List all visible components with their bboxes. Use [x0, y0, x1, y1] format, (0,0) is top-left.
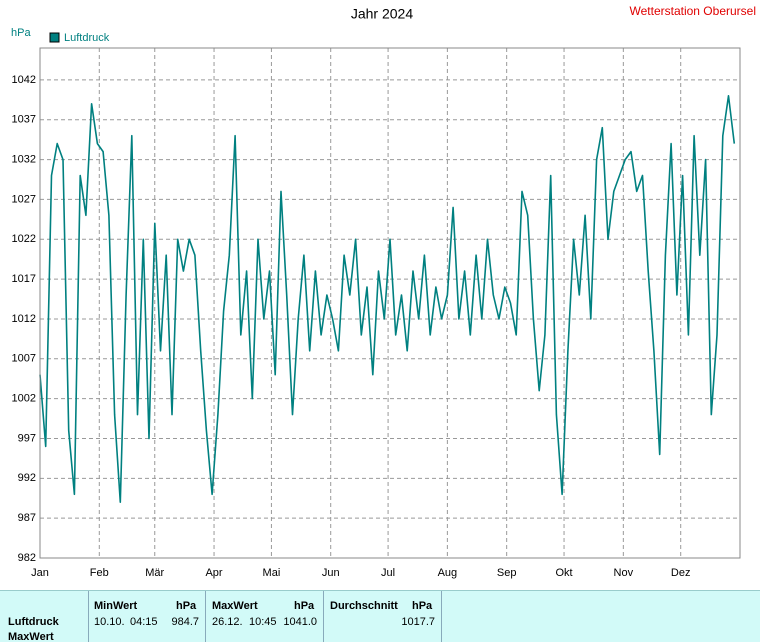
- col-header: Durchschnitt: [330, 600, 398, 612]
- cell-value: 1041.0: [283, 616, 317, 628]
- cell-date: 26.12.: [212, 616, 243, 628]
- y-tick-label: 992: [18, 472, 36, 484]
- x-tick-label: Jun: [322, 567, 340, 579]
- plot-border: [39, 47, 741, 559]
- cell-date: 10.10.: [94, 616, 125, 628]
- station-name: Wetterstation Oberursel: [630, 4, 757, 18]
- legend-swatch: [49, 32, 60, 43]
- x-tick-label: Feb: [90, 567, 109, 579]
- x-tick-label: Jan: [31, 567, 49, 579]
- y-tick-label: 1037: [12, 114, 36, 126]
- cell-time: 04:15: [130, 616, 158, 628]
- x-tick-label: Aug: [438, 567, 458, 579]
- row-label: MaxWert: [8, 631, 54, 643]
- y-axis-label: hPa: [11, 27, 31, 39]
- cell-value: 984.7: [171, 616, 199, 628]
- y-tick-label: 1027: [12, 193, 36, 205]
- separator: [205, 591, 206, 642]
- y-tick-label: 1007: [12, 353, 36, 365]
- y-tick-label: 1017: [12, 273, 36, 285]
- y-tick-label: 1002: [12, 393, 36, 405]
- x-tick-label: Jul: [381, 567, 395, 579]
- separator: [323, 591, 324, 642]
- col-unit: hPa: [412, 600, 433, 612]
- x-tick-label: Apr: [205, 567, 222, 579]
- cell-value: 1017.7: [401, 616, 435, 628]
- separator: [441, 591, 442, 642]
- col-unit: hPa: [176, 600, 197, 612]
- data-line: [39, 95, 736, 503]
- x-tick-label: Mai: [263, 567, 281, 579]
- col-header: MaxWert: [212, 600, 258, 612]
- chart: Jahr 2024 Wetterstation Oberursel hPa Lu…: [11, 4, 757, 579]
- y-tick-label: 987: [18, 512, 36, 524]
- x-tick-label: Sep: [497, 567, 517, 579]
- x-tick-label: Mär: [145, 567, 164, 579]
- y-tick-label: 1022: [12, 233, 36, 245]
- x-tick-label: Dez: [671, 567, 691, 579]
- col-unit: hPa: [294, 600, 315, 612]
- y-tick-label: 1032: [12, 153, 36, 165]
- separator: [88, 591, 89, 642]
- y-tick-label: 1012: [12, 313, 36, 325]
- row-label: Luftdruck: [8, 616, 59, 628]
- y-tick-label: 997: [18, 432, 36, 444]
- cell-time: 10:45: [249, 616, 277, 628]
- y-tick-label: 1042: [12, 74, 36, 86]
- chart-title: Jahr 2024: [351, 6, 413, 22]
- col-header: MinWert: [94, 600, 138, 612]
- x-tick-label: Nov: [614, 567, 634, 579]
- y-tick-label: 982: [18, 552, 36, 564]
- stats-table: Luftdruck MaxWert MinWert hPa 10.10. 04:…: [0, 590, 760, 643]
- x-tick-label: Okt: [555, 567, 572, 579]
- legend-label: Luftdruck: [64, 32, 110, 44]
